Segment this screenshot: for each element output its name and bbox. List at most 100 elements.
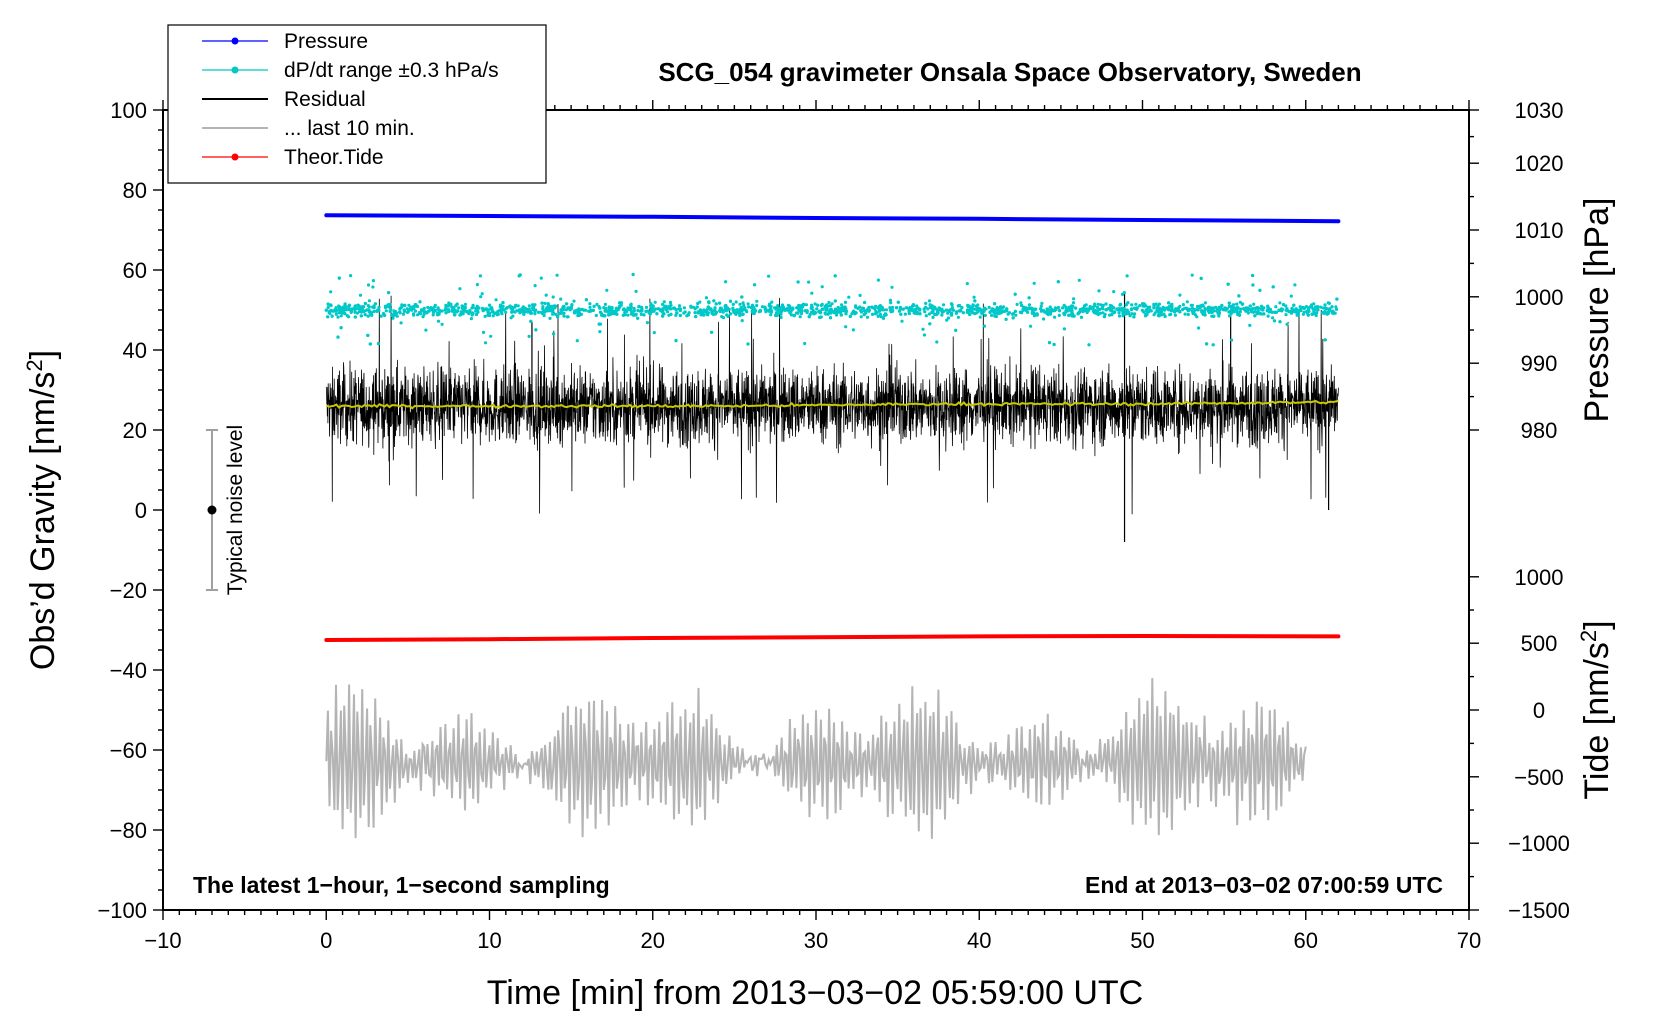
dpdt-point (862, 313, 866, 317)
dpdt-point (1212, 314, 1216, 318)
dpdt-point (624, 308, 628, 312)
dpdt-point (1027, 306, 1031, 310)
dpdt-point (1289, 294, 1293, 298)
dpdt-point (741, 301, 745, 305)
dpdt-point (1149, 309, 1153, 313)
dpdt-point (562, 307, 566, 311)
dpdt-point (431, 308, 435, 312)
dpdt-point (337, 276, 341, 280)
dpdt-point (1285, 322, 1289, 326)
dpdt-point (551, 295, 555, 299)
dpdt-point (334, 312, 338, 316)
dpdt-point (1020, 303, 1024, 308)
dpdt-point (444, 311, 448, 315)
dpdt-point (704, 309, 709, 313)
dpdt-point (362, 309, 366, 314)
dpdt-point (632, 313, 636, 317)
dpdt-point (562, 314, 566, 318)
dpdt-point (994, 311, 998, 315)
dpdt-point (1205, 342, 1209, 346)
dpdt-point (383, 313, 387, 317)
dpdt-point (629, 303, 633, 307)
dpdt-point (800, 309, 804, 313)
dpdt-point (1253, 306, 1258, 310)
dpdt-point (935, 340, 939, 344)
dpdt-point (1067, 313, 1071, 317)
dpdt-point (924, 301, 928, 305)
dpdt-point (621, 308, 625, 312)
dpdt-point (1013, 309, 1018, 313)
dpdt-point (584, 298, 589, 302)
dpdt-point (407, 303, 411, 307)
dpdt-point (517, 308, 522, 312)
dpdt-point (1172, 310, 1177, 314)
dpdt-point (924, 314, 928, 318)
dpdt-point (1032, 307, 1036, 311)
dpdt-point (740, 295, 744, 299)
dpdt-point (514, 303, 518, 307)
dpdt-point (650, 304, 654, 308)
dpdt-point (458, 287, 462, 291)
dpdt-point (820, 285, 824, 289)
dpdt-point (489, 334, 493, 338)
dpdt-point (705, 312, 709, 316)
dpdt-point (1066, 309, 1070, 313)
dpdt-point (1237, 313, 1242, 317)
dpdt-point (1248, 304, 1252, 308)
dpdt-point (884, 313, 888, 317)
dpdt-point (767, 274, 771, 278)
y-left-tick-label: 0 (135, 498, 147, 523)
dpdt-point (928, 303, 932, 307)
dpdt-point (642, 313, 646, 317)
dpdt-point (597, 322, 601, 326)
dpdt-point (1040, 301, 1044, 305)
dpdt-point (1056, 305, 1061, 310)
dpdt-point (825, 303, 829, 307)
dpdt-point (888, 306, 892, 310)
dpdt-point (838, 307, 842, 311)
dpdt-point (1027, 296, 1031, 300)
pressure-tick-label: 990 (1521, 351, 1558, 376)
dpdt-point (737, 308, 742, 312)
dpdt-point (444, 305, 448, 309)
dpdt-point (1261, 308, 1265, 312)
dpdt-point (1096, 302, 1100, 306)
dpdt-point (326, 315, 330, 319)
dpdt-point (875, 311, 879, 315)
dpdt-point (810, 291, 814, 295)
dpdt-point (432, 310, 436, 314)
dpdt-point (501, 301, 505, 305)
dpdt-point (1280, 307, 1284, 311)
dpdt-point (588, 302, 592, 306)
pressure-tick-label: 1000 (1515, 285, 1564, 310)
dpdt-point (675, 311, 679, 315)
dpdt-point (1118, 308, 1122, 312)
dpdt-point (446, 308, 451, 312)
dpdt-point (965, 310, 970, 314)
dpdt-point (634, 289, 638, 293)
dpdt-point (1052, 342, 1056, 347)
dpdt-point (517, 274, 521, 278)
dpdt-point (358, 293, 363, 297)
dpdt-point (1302, 310, 1306, 314)
dpdt-point (1112, 290, 1116, 294)
dpdt-point (371, 285, 375, 289)
dpdt-point (1292, 303, 1296, 307)
dpdt-point (1243, 308, 1247, 312)
dpdt-point (1053, 315, 1057, 319)
pressure-series (324, 213, 1341, 224)
dpdt-point (494, 298, 498, 302)
dpdt-point (1078, 310, 1082, 314)
dpdt-point (1306, 313, 1310, 317)
dpdt-point (747, 305, 751, 309)
residual-smoothed-series (325, 399, 1339, 410)
dpdt-point (1260, 304, 1264, 308)
dpdt-point (843, 300, 848, 304)
dpdt-point (888, 298, 893, 302)
dpdt-point (1267, 310, 1271, 314)
pressure-line (324, 213, 1341, 224)
dpdt-point (353, 310, 357, 314)
dpdt-point (336, 335, 340, 339)
dpdt-point (1281, 303, 1286, 307)
dpdt-point (544, 293, 548, 297)
